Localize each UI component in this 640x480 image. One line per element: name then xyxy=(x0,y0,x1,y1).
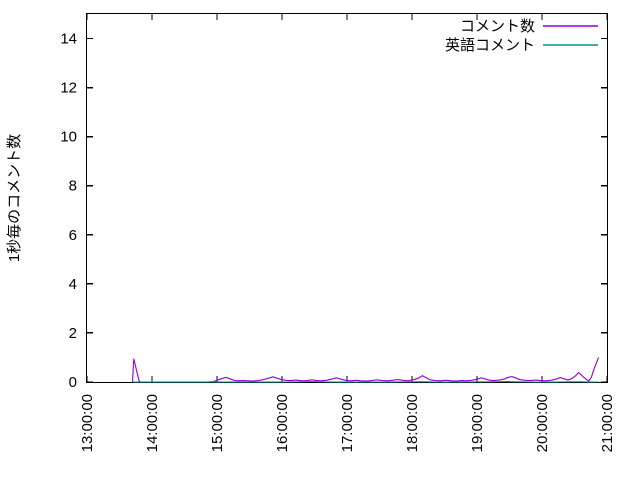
x-axis-ticks: 13:00:00 14:00:00 15:00:00 16:00:00 17:00:00… xyxy=(79,14,616,452)
x-tick-label: 14:00:00 xyxy=(144,394,161,452)
y-tick-label: 14 xyxy=(60,31,77,48)
y-tick-label: 2 xyxy=(69,325,77,342)
series-group xyxy=(131,357,600,383)
x-tick-label: 18:00:00 xyxy=(404,394,421,452)
y-axis-title: 1秒毎のコメント数 xyxy=(6,134,23,262)
y-tick-label: 4 xyxy=(69,276,77,293)
y-tick-label: 8 xyxy=(69,178,77,195)
series-line xyxy=(131,357,600,383)
x-tick-label: 17:00:00 xyxy=(339,394,356,452)
legend-label: コメント数 xyxy=(460,18,535,35)
x-tick-label: 19:00:00 xyxy=(469,394,486,452)
y-tick-label: 12 xyxy=(60,80,77,97)
x-tick-label: 13:00:00 xyxy=(79,394,96,452)
y-tick-label: 0 xyxy=(69,374,77,391)
y-tick-label: 6 xyxy=(69,227,77,244)
x-tick-label: 15:00:00 xyxy=(209,394,226,452)
x-tick-label: 21:00:00 xyxy=(599,394,616,452)
x-tick-label: 20:00:00 xyxy=(534,394,551,452)
y-axis-ticks: 0 2 4 6 8 10 12 14 xyxy=(60,31,607,391)
y-tick-label: 10 xyxy=(60,129,77,146)
legend-label: 英語コメント xyxy=(445,36,535,54)
x-tick-label: 16:00:00 xyxy=(274,394,291,452)
plot-border xyxy=(85,12,609,384)
